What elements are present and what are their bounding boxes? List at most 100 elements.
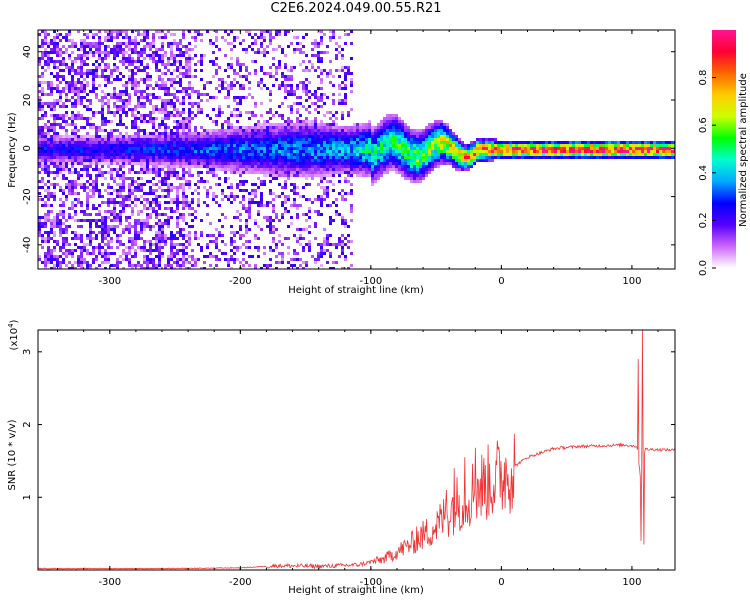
heatmap-cell xyxy=(320,186,323,189)
heatmap-cell xyxy=(248,213,251,216)
heatmap-cell xyxy=(338,129,341,132)
heatmap-cell xyxy=(281,84,284,87)
heatmap-cell xyxy=(125,84,128,87)
heatmap-cell xyxy=(425,153,428,156)
heatmap-cell xyxy=(65,264,68,267)
heatmap-cell xyxy=(170,99,173,102)
heatmap-cell xyxy=(95,153,98,156)
heatmap-cell xyxy=(308,243,311,246)
heatmap-cell xyxy=(290,69,293,72)
heatmap-cell xyxy=(116,162,119,165)
heatmap-cell xyxy=(131,189,134,192)
heatmap-cell xyxy=(89,117,92,120)
heatmap-cell xyxy=(251,150,254,153)
heatmap-cell xyxy=(341,150,344,153)
heatmap-cell xyxy=(140,48,143,51)
heatmap-cell xyxy=(221,156,224,159)
heatmap-cell xyxy=(299,114,302,117)
heatmap-cell xyxy=(278,240,281,243)
heatmap-cell xyxy=(104,249,107,252)
heatmap-cell xyxy=(155,231,158,234)
heatmap-cell xyxy=(44,93,47,96)
heatmap-cell xyxy=(323,177,326,180)
heatmap-cell xyxy=(251,111,254,114)
heatmap-cell xyxy=(410,180,413,183)
heatmap-cell xyxy=(107,81,110,84)
heatmap-cell xyxy=(188,42,191,45)
heatmap-cell xyxy=(218,48,221,51)
heatmap-cell xyxy=(275,255,278,258)
heatmap-cell xyxy=(101,102,104,105)
heatmap-cell xyxy=(92,153,95,156)
heatmap-cell xyxy=(251,141,254,144)
heatmap-cell xyxy=(404,132,407,135)
heatmap-cell xyxy=(125,60,128,63)
heatmap-cell xyxy=(170,237,173,240)
heatmap-cell xyxy=(212,165,215,168)
heatmap-cell xyxy=(107,156,110,159)
heatmap-cell xyxy=(338,255,341,258)
heatmap-cell xyxy=(176,249,179,252)
heatmap-cell xyxy=(221,213,224,216)
heatmap-cell xyxy=(137,81,140,84)
heatmap-cell xyxy=(155,69,158,72)
heatmap-cell xyxy=(305,84,308,87)
heatmap-cell xyxy=(416,144,419,147)
heatmap-cell xyxy=(305,159,308,162)
heatmap-cell xyxy=(416,129,419,132)
heatmap-cell xyxy=(227,135,230,138)
heatmap-cell xyxy=(200,33,203,36)
heatmap-cell xyxy=(260,33,263,36)
heatmap-cell xyxy=(62,177,65,180)
heatmap-cell xyxy=(332,183,335,186)
heatmap-cell xyxy=(80,96,83,99)
heatmap-cell xyxy=(164,162,167,165)
heatmap-cell xyxy=(260,165,263,168)
heatmap-cell xyxy=(308,150,311,153)
heatmap-cell xyxy=(302,162,305,165)
heatmap-cell xyxy=(257,123,260,126)
heatmap-cell xyxy=(137,96,140,99)
heatmap-cell xyxy=(206,168,209,171)
heatmap-cell xyxy=(89,72,92,75)
heatmap-cell xyxy=(299,258,302,261)
heatmap-cell xyxy=(137,153,140,156)
heatmap-cell xyxy=(83,261,86,264)
heatmap-cell xyxy=(338,156,341,159)
heatmap-cell xyxy=(416,135,419,138)
heatmap-cell xyxy=(170,156,173,159)
heatmap-cell xyxy=(47,87,50,90)
heatmap-cell xyxy=(284,96,287,99)
heatmap-cell xyxy=(47,81,50,84)
heatmap-cell xyxy=(143,267,146,269)
heatmap-cell xyxy=(59,123,62,126)
heatmap-cell xyxy=(113,114,116,117)
heatmap-cell xyxy=(329,126,332,129)
heatmap-cell xyxy=(179,138,182,141)
heatmap-cell xyxy=(305,171,308,174)
heatmap-cell xyxy=(104,228,107,231)
heatmap-cell xyxy=(188,129,191,132)
heatmap-cell xyxy=(263,84,266,87)
heatmap-cell xyxy=(446,132,449,135)
heatmap-cell xyxy=(65,165,68,168)
heatmap-cell xyxy=(443,129,446,132)
heatmap-cell xyxy=(233,72,236,75)
heatmap-cell xyxy=(53,147,56,150)
heatmap-cell xyxy=(368,150,371,153)
heatmap-cell xyxy=(143,225,146,228)
heatmap-cell xyxy=(239,261,242,264)
heatmap-cell xyxy=(62,192,65,195)
heatmap-cell xyxy=(194,150,197,153)
heatmap-cell xyxy=(170,150,173,153)
heatmap-cell xyxy=(176,189,179,192)
heatmap-cell xyxy=(164,102,167,105)
heatmap-cell xyxy=(158,213,161,216)
heatmap-cell xyxy=(308,171,311,174)
heatmap-cell xyxy=(320,147,323,150)
heatmap-cell xyxy=(305,162,308,165)
heatmap-cell xyxy=(164,129,167,132)
heatmap-cell xyxy=(347,33,350,36)
heatmap-cell xyxy=(335,261,338,264)
heatmap-cell xyxy=(101,99,104,102)
